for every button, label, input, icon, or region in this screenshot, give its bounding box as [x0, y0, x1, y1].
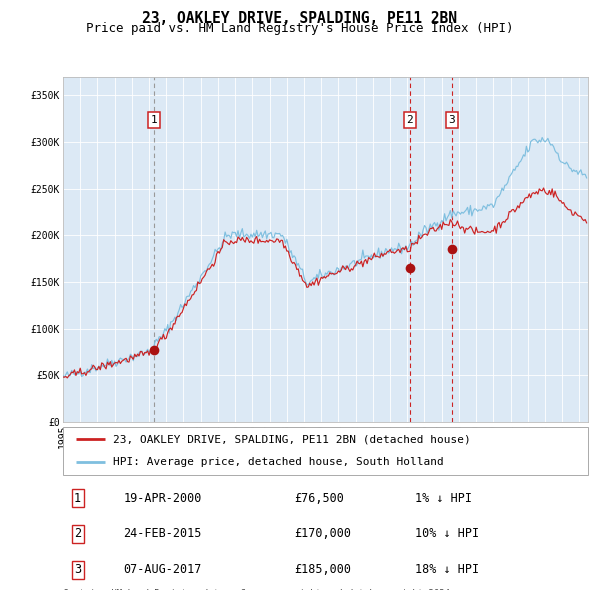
Text: £170,000: £170,000	[294, 527, 351, 540]
Text: £185,000: £185,000	[294, 563, 351, 576]
Text: 1% ↓ HPI: 1% ↓ HPI	[415, 491, 472, 504]
Text: 10% ↓ HPI: 10% ↓ HPI	[415, 527, 479, 540]
Text: HPI: Average price, detached house, South Holland: HPI: Average price, detached house, Sout…	[113, 457, 443, 467]
Text: 3: 3	[74, 563, 81, 576]
Text: 18% ↓ HPI: 18% ↓ HPI	[415, 563, 479, 576]
Text: Price paid vs. HM Land Registry's House Price Index (HPI): Price paid vs. HM Land Registry's House …	[86, 22, 514, 35]
Text: 19-APR-2000: 19-APR-2000	[124, 491, 202, 504]
Text: 1: 1	[74, 491, 81, 504]
Text: 2: 2	[406, 115, 413, 125]
Text: 07-AUG-2017: 07-AUG-2017	[124, 563, 202, 576]
Text: 24-FEB-2015: 24-FEB-2015	[124, 527, 202, 540]
Text: £76,500: £76,500	[294, 491, 344, 504]
Text: 23, OAKLEY DRIVE, SPALDING, PE11 2BN (detached house): 23, OAKLEY DRIVE, SPALDING, PE11 2BN (de…	[113, 434, 470, 444]
Text: 1: 1	[151, 115, 158, 125]
Text: 23, OAKLEY DRIVE, SPALDING, PE11 2BN: 23, OAKLEY DRIVE, SPALDING, PE11 2BN	[143, 11, 458, 25]
Text: 3: 3	[448, 115, 455, 125]
Text: Contains HM Land Registry data © Crown copyright and database right 2024.
This d: Contains HM Land Registry data © Crown c…	[63, 589, 455, 590]
FancyBboxPatch shape	[63, 427, 588, 475]
Text: 2: 2	[74, 527, 81, 540]
